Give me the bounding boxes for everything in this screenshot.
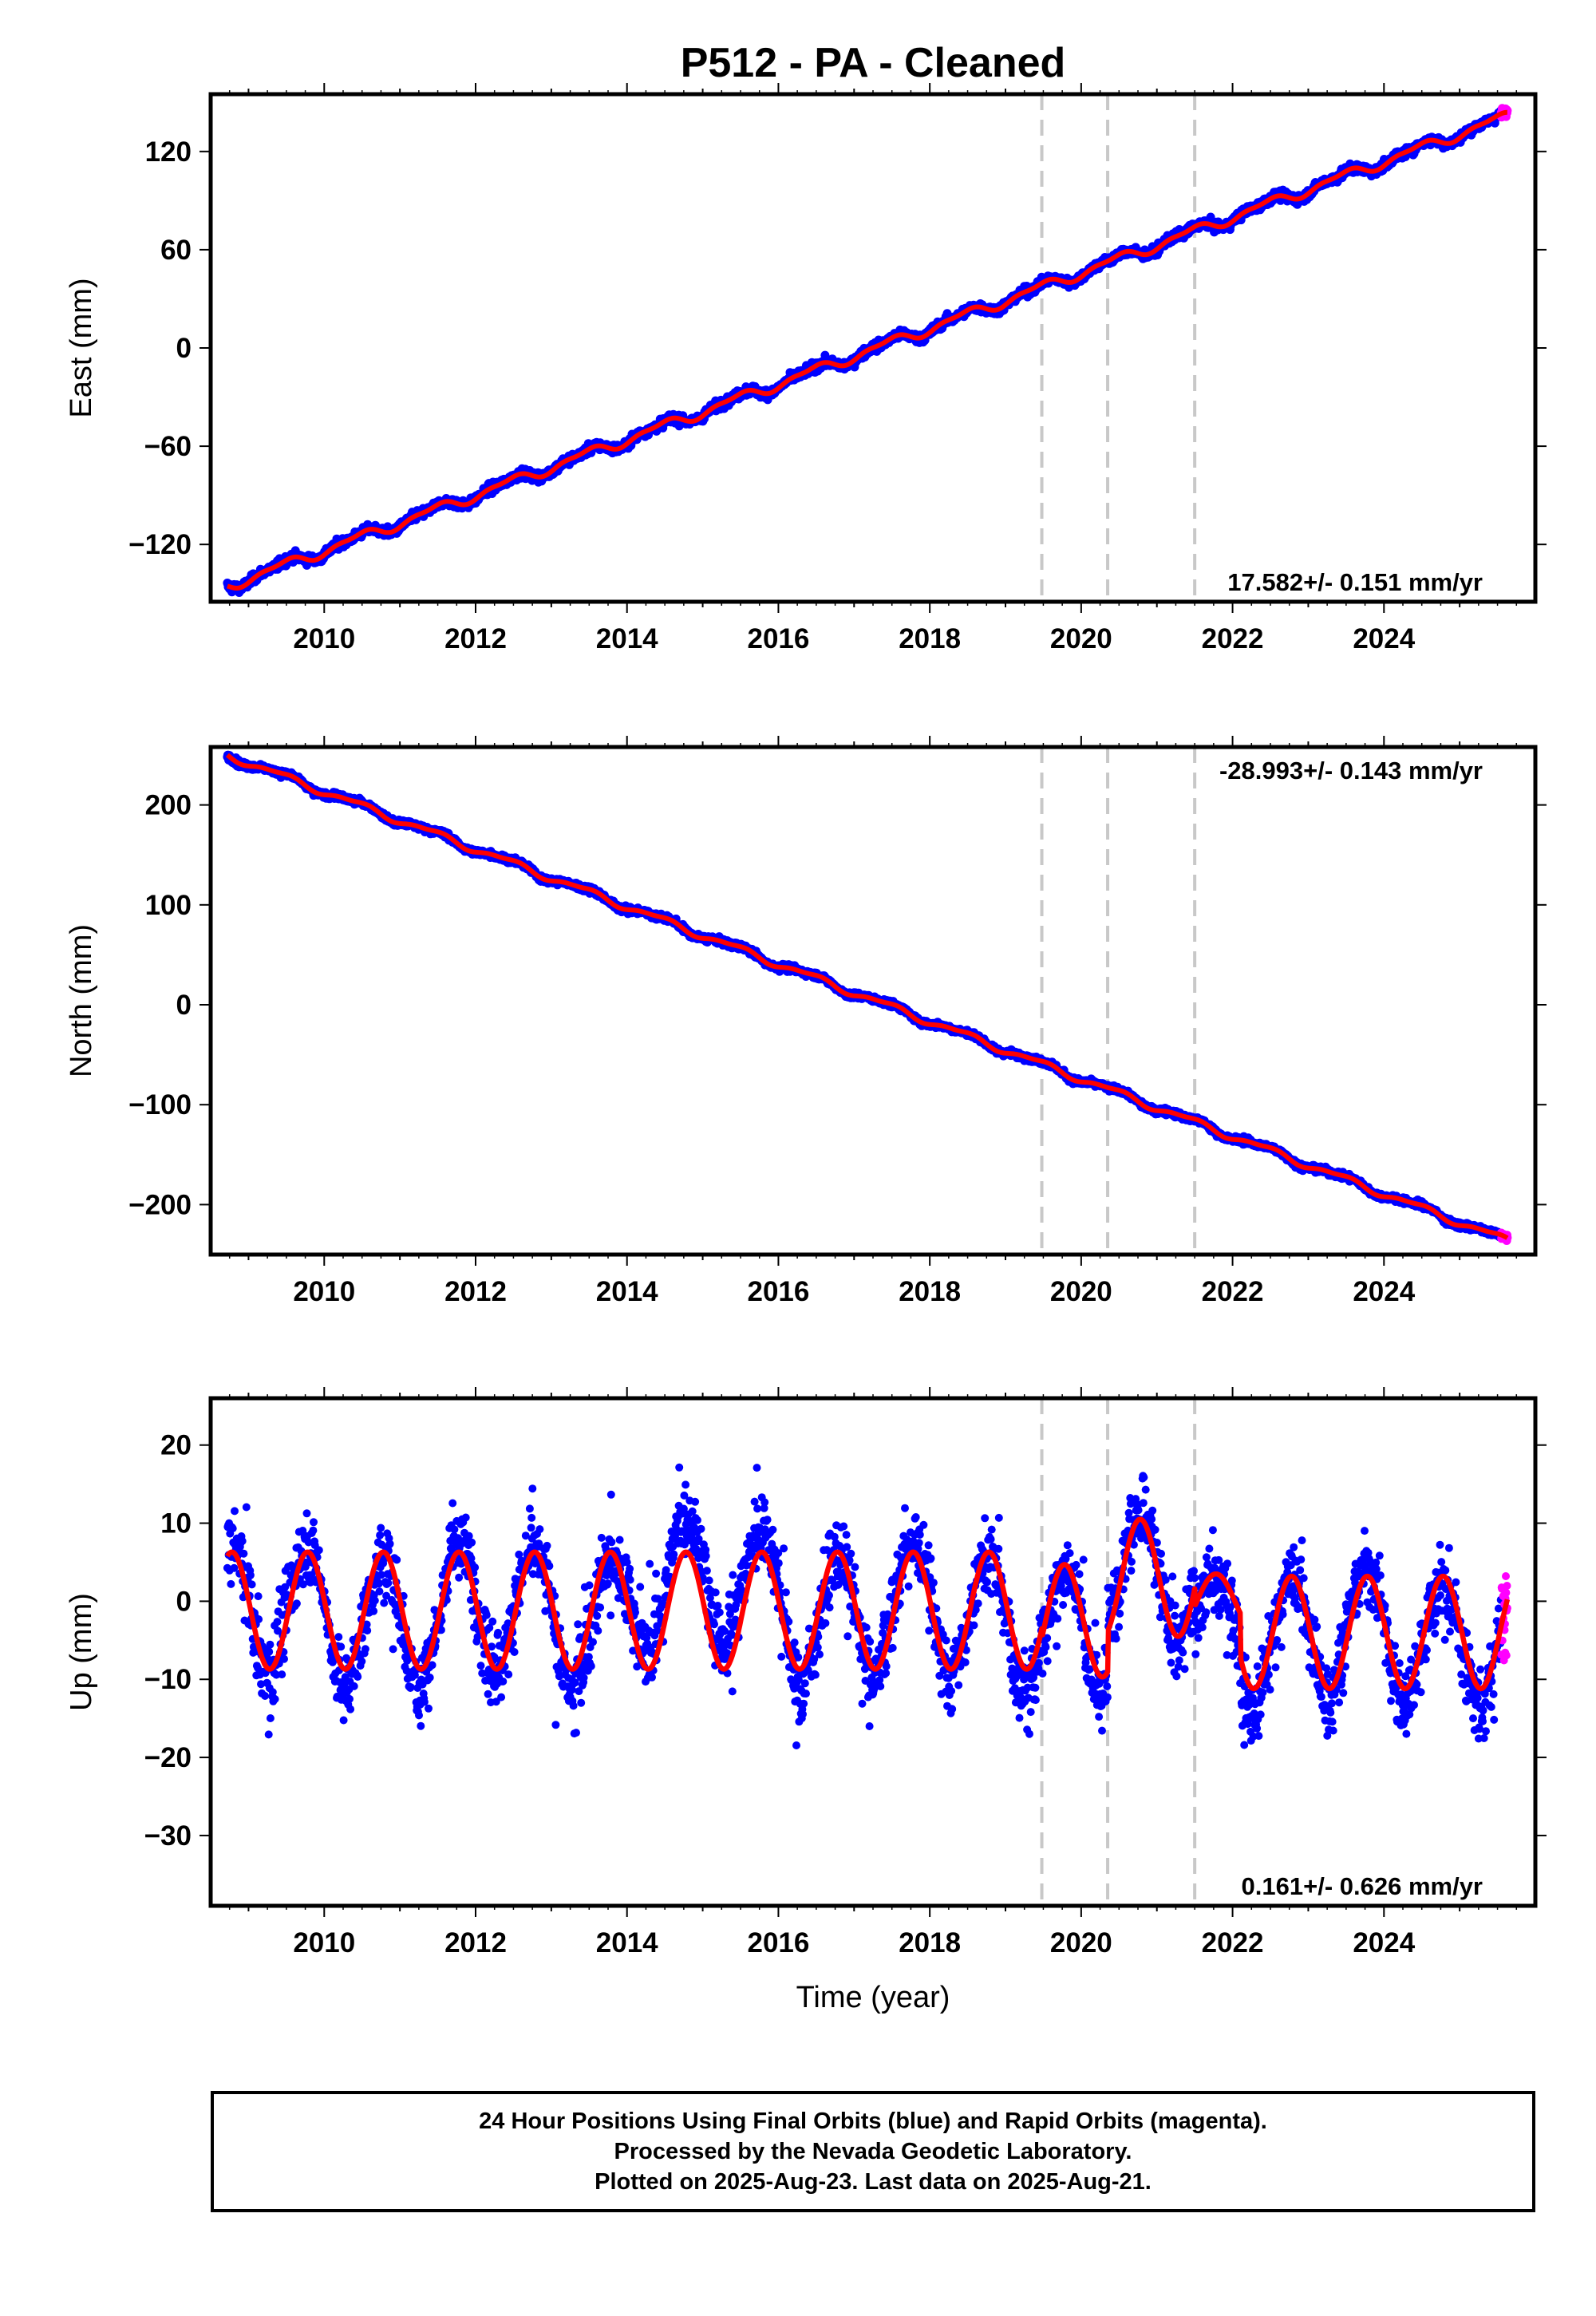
x-tick-label: 2016 (747, 623, 809, 654)
x-tick-label: 2020 (1050, 623, 1112, 654)
x-tick-label: 2024 (1353, 1276, 1415, 1307)
x-tick-label: 2018 (899, 623, 961, 654)
velocity-annotation: 17.582+/- 0.151 mm/yr (1227, 568, 1483, 596)
y-tick-label: 0 (176, 990, 192, 1021)
y-axis-label: North (mm) (65, 924, 98, 1077)
y-tick-label: −100 (128, 1089, 192, 1120)
x-tick-label: 2012 (444, 623, 507, 654)
plot-area (223, 747, 1512, 1255)
y-tick-label: −200 (128, 1189, 192, 1220)
x-tick-label: 2010 (293, 1276, 355, 1307)
y-axis-label: East (mm) (65, 278, 98, 417)
x-tick-label: 2014 (596, 623, 658, 654)
north-panel: 2010 2012 2014 2016 2018 2020 2022 2024 −200 −100… (65, 736, 1547, 1307)
y-tick-label: −120 (128, 529, 192, 560)
x-tick-label: 2010 (293, 623, 355, 654)
y-tick-label: 120 (145, 136, 192, 168)
x-tick-label: 2014 (596, 1276, 658, 1307)
figure-title: P512 - PA - Cleaned (681, 40, 1066, 86)
x-tick-label: 2020 (1050, 1276, 1112, 1307)
x-tick-label: 2016 (747, 1276, 809, 1307)
x-tick-label: 2012 (444, 1276, 507, 1307)
plot-area (223, 94, 1512, 602)
x-tick-label: 2018 (899, 1276, 961, 1307)
y-tick-label: 60 (160, 235, 192, 266)
y-tick-label: −60 (144, 431, 192, 462)
x-tick-label: 2022 (1202, 1276, 1264, 1307)
y-tick-label: 200 (145, 790, 192, 821)
x-tick-label: 2022 (1202, 623, 1264, 654)
east-panel: 2010 2012 2014 2016 2018 2020 2022 2024 −120 −60 0… (65, 83, 1547, 654)
y-tick-label: 0 (176, 333, 192, 364)
y-tick-label: 100 (145, 890, 192, 921)
x-tick-label: 2024 (1353, 623, 1415, 654)
